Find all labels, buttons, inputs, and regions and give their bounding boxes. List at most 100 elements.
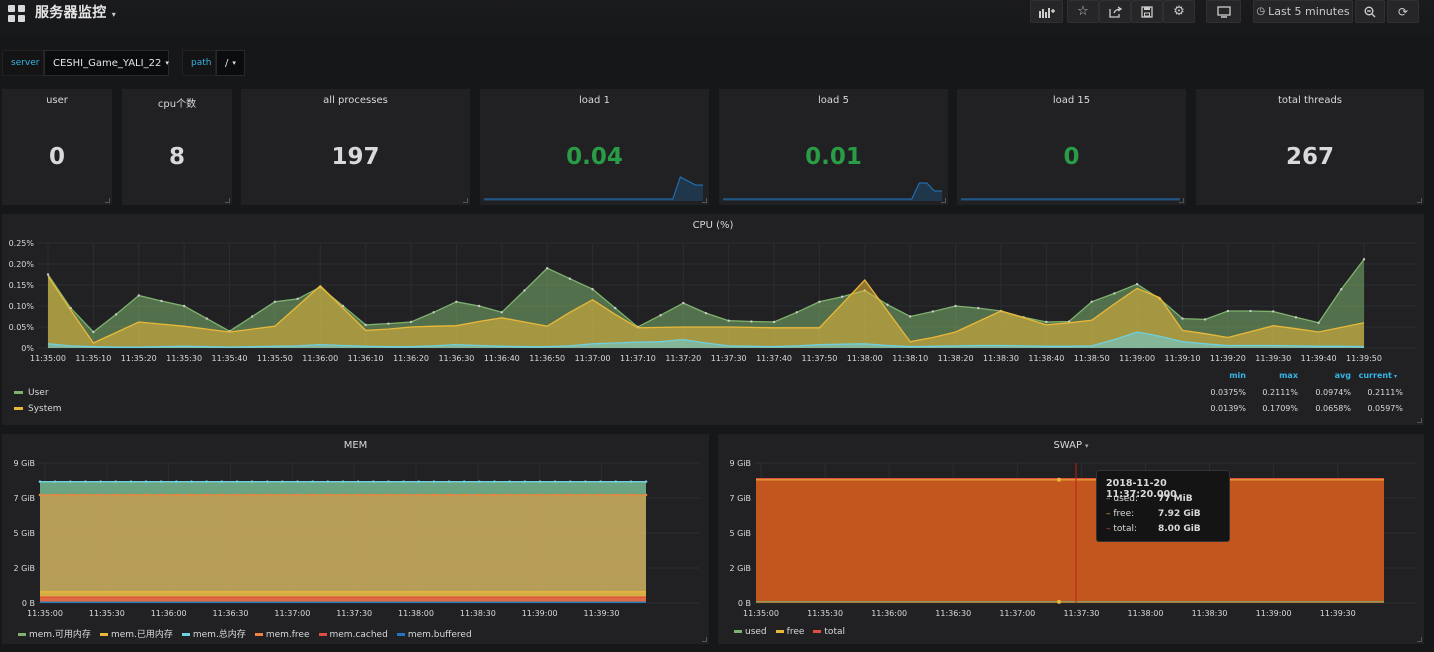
variable-select-path[interactable]: / ▾ xyxy=(216,50,245,76)
bar-chart-plus-icon xyxy=(1038,7,1055,18)
data-point xyxy=(372,493,375,497)
tv-mode-button[interactable] xyxy=(1206,0,1241,23)
legend-header-max[interactable]: max xyxy=(1279,371,1298,380)
data-point xyxy=(356,480,360,483)
x-tick-label: 11:36:40 xyxy=(484,354,520,363)
legend-header-current[interactable]: current ▾ xyxy=(1337,371,1397,380)
data-point xyxy=(220,493,224,497)
panel-title: CPU (%) xyxy=(692,220,734,231)
x-tick-label: 11:35:30 xyxy=(89,609,125,618)
data-point xyxy=(886,303,889,306)
mem-legend: mem.可用内存 mem.已用内存 mem.总内存 mem.free mem.cache… xyxy=(18,627,481,640)
legend-item[interactable]: free xyxy=(775,627,804,637)
data-point xyxy=(159,480,163,483)
settings-button[interactable]: ⚙ xyxy=(1163,0,1195,23)
data-point xyxy=(523,493,527,497)
star-button[interactable]: ☆ xyxy=(1067,0,1099,23)
stat-panel-cpu-count[interactable]: cpu个数 8 xyxy=(122,89,232,205)
data-point xyxy=(432,493,436,497)
variable-value-server: CESHI_Game_YALI_22 xyxy=(53,57,162,69)
legend-header-avg[interactable]: avg xyxy=(1334,371,1351,380)
legend-item[interactable]: mem.buffered xyxy=(396,630,472,640)
resize-handle[interactable] xyxy=(1179,198,1184,203)
stat-value: 0 xyxy=(48,144,65,170)
x-tick-label: 11:36:50 xyxy=(529,354,565,363)
legend-user-max: 0.2111% xyxy=(1262,388,1298,397)
data-point xyxy=(1181,317,1184,320)
resize-handle[interactable] xyxy=(225,198,230,203)
data-point xyxy=(402,480,405,483)
resize-handle[interactable] xyxy=(702,198,707,203)
stat-panel-total-threads[interactable]: total threads 267 xyxy=(1196,89,1424,205)
data-point xyxy=(455,300,458,303)
legend-system-max: 0.1709% xyxy=(1262,404,1298,413)
resize-handle[interactable] xyxy=(941,198,946,203)
data-point xyxy=(160,299,163,303)
mem-chart[interactable]: 0 B 2 GiB 5 GiB 7 GiB 9 GiB 11:35:00 11:35:30 1… xyxy=(0,450,712,622)
data-point xyxy=(114,313,118,316)
stat-value: 0.04 xyxy=(566,144,623,170)
data-point xyxy=(840,295,844,298)
swap-chart[interactable]: 0 B 2 GiB 5 GiB 7 GiB 9 GiB 11:35:00 11:35:30 1… xyxy=(716,450,1428,622)
resize-handle[interactable] xyxy=(463,198,468,203)
swap-tooltip: 2018-11-20 11:37:20.000 – used: 77 MiB – … xyxy=(1096,470,1230,542)
series-line-other xyxy=(47,331,1365,348)
share-button[interactable] xyxy=(1099,0,1131,23)
x-tick-label: 11:39:10 xyxy=(1165,354,1201,363)
legend-label: mem.buffered xyxy=(407,630,472,640)
data-point xyxy=(92,330,95,334)
legend-item[interactable]: mem.已用内存 xyxy=(99,630,173,640)
legend-header-min[interactable]: min xyxy=(1229,371,1246,380)
sparkline-area xyxy=(723,183,942,201)
resize-handle[interactable] xyxy=(1417,198,1422,203)
resize-handle[interactable] xyxy=(1417,418,1422,423)
x-tick-label: 11:36:30 xyxy=(213,609,249,618)
data-point xyxy=(114,480,118,483)
x-tick-label: 11:39:20 xyxy=(1210,354,1246,363)
stat-panel-user[interactable]: user 0 xyxy=(2,89,112,205)
grid-icon[interactable] xyxy=(8,5,25,22)
x-tick-label: 11:38:10 xyxy=(892,354,928,363)
resize-handle[interactable] xyxy=(702,637,707,642)
stat-panel-load15[interactable]: load 15 0 xyxy=(957,89,1186,205)
legend-swatch xyxy=(99,633,108,636)
data-point xyxy=(493,493,496,497)
panel-title[interactable]: SWAP ▾ xyxy=(718,440,1424,451)
x-tick-label: 11:38:20 xyxy=(938,354,974,363)
resize-handle[interactable] xyxy=(105,198,110,203)
stat-panel-all-processes[interactable]: all processes 197 xyxy=(241,89,470,205)
variable-label-path: path xyxy=(182,50,216,76)
data-point xyxy=(659,314,662,317)
save-button[interactable] xyxy=(1131,0,1163,23)
variable-select-server[interactable]: CESHI_Game_YALI_22 ▾ xyxy=(44,50,169,76)
legend-item[interactable]: used xyxy=(734,627,767,637)
data-point xyxy=(772,320,776,324)
add-panel-button[interactable] xyxy=(1030,0,1063,23)
dashboard-title[interactable]: 服务器监控 ▾ xyxy=(35,2,116,22)
data-point xyxy=(205,317,209,320)
legend-item[interactable]: mem.free xyxy=(254,630,310,640)
stat-panel-load5[interactable]: load 5 0.01 xyxy=(719,89,948,205)
stat-panel-load1[interactable]: load 1 0.04 xyxy=(480,89,709,205)
refresh-button[interactable]: ⟳ xyxy=(1387,0,1419,23)
cpu-chart[interactable]: 0% 0.05% 0.10% 0.15% 0.20% 0.25% 11:35:00 11:35… xyxy=(0,230,1434,370)
legend-item-user[interactable]: User xyxy=(14,388,49,398)
legend-item-system[interactable]: System xyxy=(14,404,62,414)
hover-point xyxy=(1057,477,1061,482)
legend-item[interactable]: mem.cached xyxy=(318,630,388,640)
data-point xyxy=(144,480,148,483)
time-picker-button[interactable]: ◷ Last 5 minutes xyxy=(1253,0,1353,23)
legend-label: total xyxy=(824,627,845,637)
data-point xyxy=(144,493,148,497)
legend-item[interactable]: total xyxy=(813,627,845,637)
legend-user-avg: 0.0974% xyxy=(1315,388,1351,397)
y-tick-label: 0 B xyxy=(738,599,751,608)
data-point xyxy=(402,493,405,497)
data-point xyxy=(1272,310,1275,313)
legend-user-min: 0.0375% xyxy=(1210,388,1246,397)
legend-item[interactable]: mem.总内存 xyxy=(181,630,246,640)
legend-item[interactable]: mem.可用内存 xyxy=(18,630,91,640)
zoom-out-button[interactable] xyxy=(1355,0,1385,23)
data-point xyxy=(629,480,633,483)
resize-handle[interactable] xyxy=(1417,637,1422,642)
